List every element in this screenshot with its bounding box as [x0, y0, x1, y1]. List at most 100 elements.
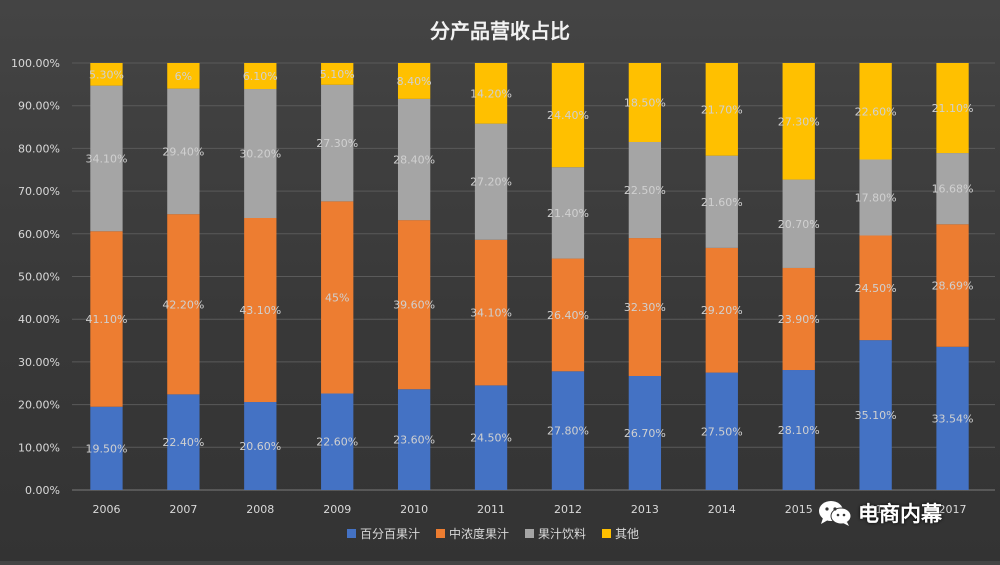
- bar-segment: [90, 85, 123, 232]
- data-label: 14.20%: [470, 87, 512, 100]
- data-label: 30.20%: [239, 148, 281, 161]
- legend-label: 果汁饮料: [538, 527, 586, 541]
- bar-segment: [628, 238, 662, 376]
- bar-segment: [628, 375, 662, 490]
- bar-segment: [321, 84, 354, 202]
- bar-segment: [705, 63, 738, 156]
- data-label: 21.40%: [547, 207, 589, 220]
- data-label: 27.80%: [547, 425, 589, 438]
- data-label: 29.40%: [162, 145, 204, 158]
- bar-segment: [859, 340, 892, 490]
- bar-segment: [321, 201, 354, 394]
- bar-segment: [705, 155, 738, 248]
- data-label: 21.10%: [932, 102, 974, 115]
- bar-segment: [705, 372, 738, 490]
- x-tick-label: 2009: [323, 503, 351, 516]
- data-label: 18.50%: [624, 96, 666, 109]
- data-label: 27.20%: [470, 176, 512, 189]
- data-label: 42.20%: [162, 298, 204, 311]
- data-label: 27.30%: [316, 137, 358, 150]
- x-axis-ticks: 2006 2007 2008 2009 2010 2011 2012 2013 2014 2015…: [92, 503, 966, 516]
- chart-title: 分产品营收占比: [430, 19, 570, 43]
- bar-segment: [474, 63, 508, 124]
- data-label: 28.69%: [932, 280, 974, 293]
- watermark: 电商内幕: [818, 498, 942, 528]
- watermark-text: 电商内幕: [858, 502, 942, 526]
- bar-segment: [321, 63, 354, 85]
- x-tick-label: 2007: [169, 503, 197, 516]
- data-label: 26.70%: [624, 427, 666, 440]
- data-label: 24.40%: [547, 109, 589, 122]
- data-label: 8.40%: [397, 75, 432, 88]
- data-label: 22.60%: [316, 436, 358, 449]
- data-label: 39.60%: [393, 299, 435, 312]
- bar-segment: [397, 63, 431, 99]
- y-tick-label: 80.00%: [18, 142, 60, 155]
- data-label: 28.40%: [393, 154, 435, 167]
- y-tick-label: 50.00%: [18, 271, 60, 284]
- bar-segment: [397, 98, 431, 221]
- bar-segment: [397, 220, 431, 390]
- data-label: 17.80%: [855, 192, 897, 205]
- data-labels: 19.50% 41.10% 34.10% 5.30% 22.40% 42.20% 29.40…: [85, 68, 973, 455]
- bar-segment: [936, 153, 969, 225]
- bar-segment: [782, 179, 815, 268]
- bar-segment: [551, 63, 585, 168]
- legend-swatch: [436, 529, 445, 538]
- data-label: 19.50%: [85, 442, 127, 455]
- legend-label: 百分百果汁: [360, 527, 420, 541]
- data-label: 22.60%: [855, 105, 897, 118]
- data-label: 16.68%: [932, 183, 974, 196]
- y-tick-label: 20.00%: [18, 399, 60, 412]
- bar-segment: [782, 63, 815, 180]
- bar-segment: [936, 63, 969, 154]
- bar-segment: [244, 218, 277, 403]
- x-tick-label: 2010: [400, 503, 428, 516]
- data-label: 21.60%: [701, 196, 743, 209]
- bar-segment: [244, 63, 277, 90]
- bar-segment: [244, 89, 277, 219]
- bar-segment: [474, 123, 508, 240]
- data-label: 41.10%: [85, 313, 127, 326]
- bar-segment: [474, 239, 508, 386]
- y-tick-label: 60.00%: [18, 228, 60, 241]
- y-tick-label: 90.00%: [18, 100, 60, 113]
- x-tick-label: 2017: [939, 503, 967, 516]
- bar-segment: [244, 402, 277, 490]
- wechat-icon: [818, 500, 852, 526]
- legend-label: 中浓度果汁: [449, 526, 509, 541]
- bars: [90, 63, 969, 490]
- bar-segment: [397, 389, 431, 490]
- x-tick-label: 2015: [785, 503, 813, 516]
- legend-swatch: [525, 529, 534, 538]
- data-label: 26.40%: [547, 309, 589, 322]
- bar-segment: [551, 258, 585, 372]
- data-label: 32.30%: [624, 301, 666, 314]
- bar-segment: [859, 63, 892, 160]
- data-label: 27.50%: [701, 425, 743, 438]
- bar-segment: [167, 214, 200, 395]
- bar-segment: [321, 393, 354, 490]
- bar-segment: [167, 63, 200, 89]
- data-label: 43.10%: [239, 304, 281, 317]
- bar-segment: [474, 385, 508, 490]
- data-label: 22.40%: [162, 436, 204, 449]
- bar-segment: [551, 371, 585, 490]
- bar-segment: [167, 394, 200, 490]
- legend-swatch: [602, 529, 611, 538]
- legend: 百分百果汁 中浓度果汁 果汁饮料 其他: [347, 526, 639, 541]
- data-label: 5.10%: [320, 68, 355, 81]
- x-tick-label: 2006: [92, 503, 120, 516]
- bar-segment: [859, 159, 892, 236]
- data-label: 21.70%: [701, 103, 743, 116]
- data-label: 35.10%: [855, 409, 897, 422]
- bar-segment: [551, 167, 585, 259]
- bar-segment: [90, 231, 123, 407]
- y-tick-label: 100.00%: [11, 57, 60, 70]
- y-tick-label: 40.00%: [18, 313, 60, 326]
- bar-segment: [628, 141, 662, 239]
- y-tick-label: 0.00%: [25, 484, 60, 497]
- bar-segment: [90, 63, 123, 86]
